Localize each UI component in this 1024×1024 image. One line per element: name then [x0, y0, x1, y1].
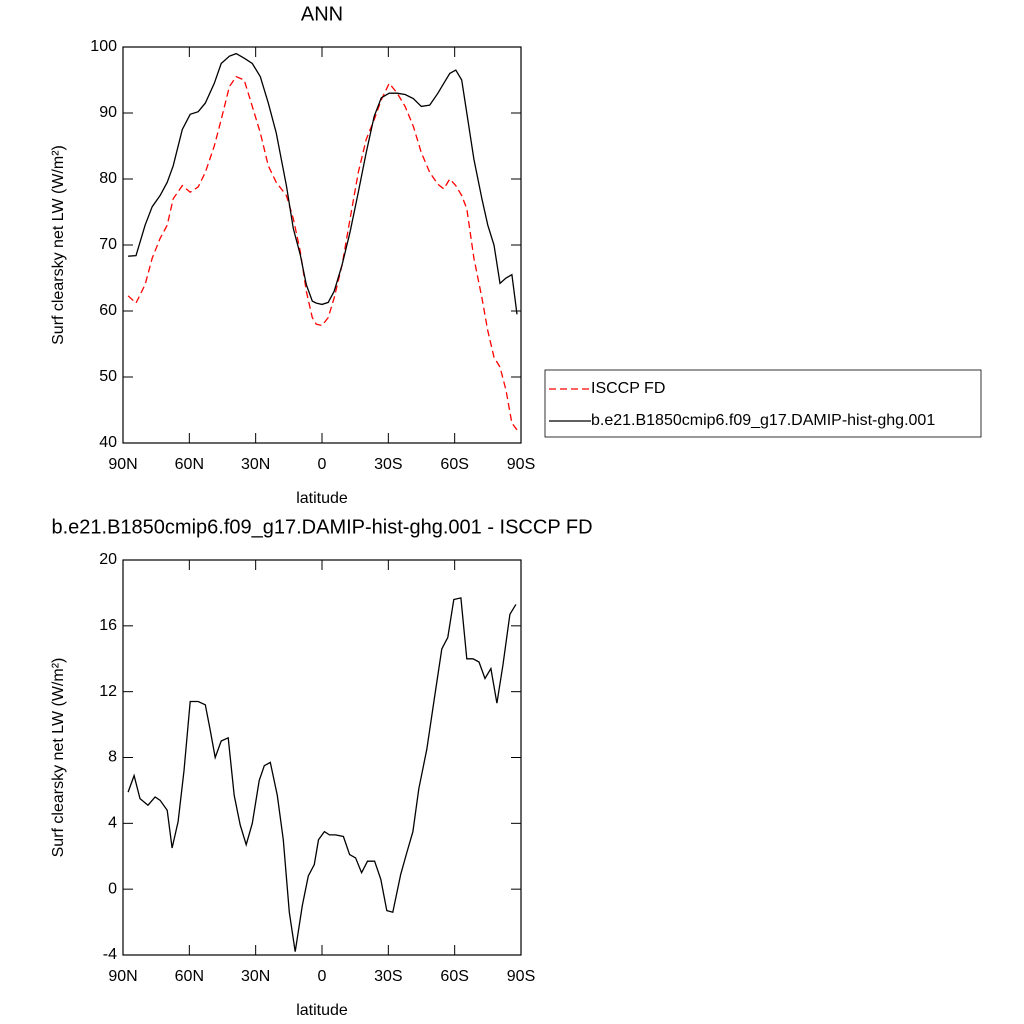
- legend-label: b.e21.B1850cmip6.f09_g17.DAMIP-hist-ghg.…: [591, 412, 935, 429]
- y-tick-label: 40: [99, 434, 117, 451]
- chart-title: b.e21.B1850cmip6.f09_g17.DAMIP-hist-ghg.…: [51, 516, 592, 538]
- y-tick-label: 70: [99, 236, 117, 253]
- y-tick-label: 4: [108, 815, 117, 832]
- x-tick-label: 0: [318, 456, 327, 473]
- legend-box: [544, 369, 982, 438]
- x-tick-label: 30S: [374, 968, 402, 985]
- legend-label: ISCCP FD: [591, 380, 665, 397]
- y-tick-label: 0: [108, 880, 117, 897]
- x-tick-label: 90N: [108, 968, 137, 985]
- x-tick-label: 90N: [108, 456, 137, 473]
- y-axis-label: Surf clearsky net LW (W/m²): [50, 145, 67, 345]
- x-tick-label: 90S: [507, 968, 535, 985]
- y-tick-label: 20: [99, 551, 117, 568]
- y-tick-label: 80: [99, 170, 117, 187]
- x-tick-label: 90S: [507, 456, 535, 473]
- x-axis-label: latitude: [296, 490, 348, 507]
- x-tick-label: 30S: [374, 456, 402, 473]
- chart-title: ANN: [301, 3, 343, 25]
- x-tick-label: 60N: [175, 968, 204, 985]
- data-line: [127, 75, 518, 431]
- y-axis-label: Surf clearsky net LW (W/m²): [50, 658, 67, 858]
- y-tick-label: 100: [90, 38, 117, 55]
- plot-frame: [122, 559, 522, 956]
- plot-frame: [122, 46, 522, 444]
- x-tick-label: 60S: [440, 968, 468, 985]
- x-tick-label: 60N: [175, 456, 204, 473]
- y-tick-label: 12: [99, 683, 117, 700]
- y-tick-label: -4: [103, 946, 117, 963]
- y-tick-label: 16: [99, 617, 117, 634]
- data-line: [128, 52, 518, 315]
- x-tick-label: 0: [318, 968, 327, 985]
- x-tick-label: 30N: [241, 968, 270, 985]
- x-tick-label: 60S: [440, 456, 468, 473]
- y-tick-label: 50: [99, 368, 117, 385]
- y-tick-label: 90: [99, 104, 117, 121]
- y-tick-label: 8: [108, 749, 117, 766]
- data-line: [127, 597, 517, 952]
- y-tick-label: 60: [99, 302, 117, 319]
- x-tick-label: 30N: [241, 456, 270, 473]
- x-axis-label: latitude: [296, 1002, 348, 1019]
